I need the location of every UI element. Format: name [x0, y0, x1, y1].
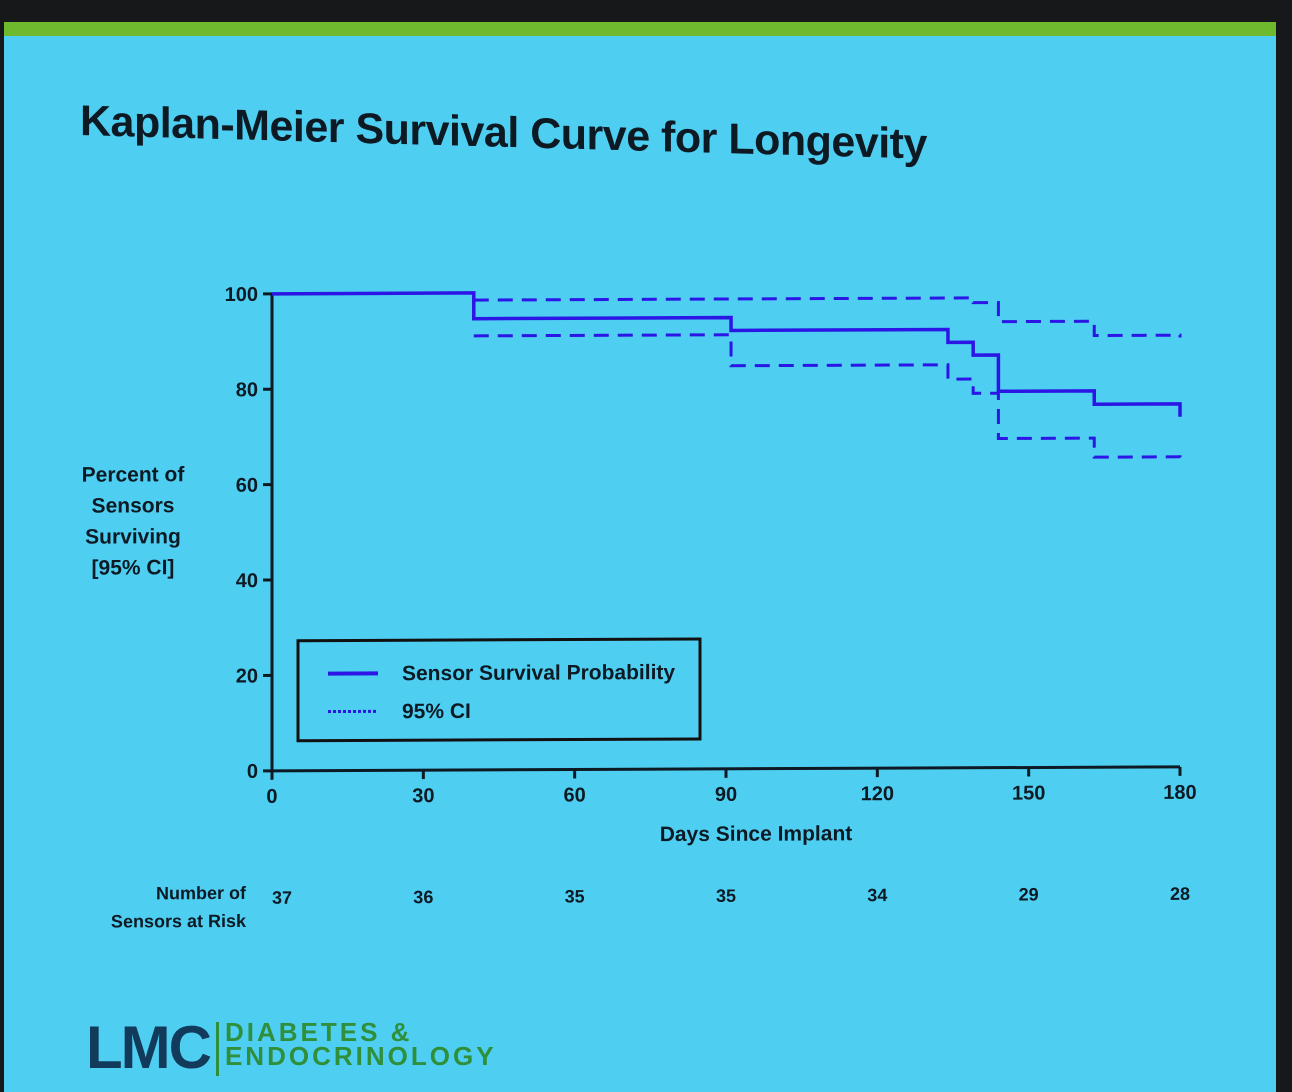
x-tick-label: 120	[861, 783, 894, 805]
x-axis-title: Days Since Implant	[660, 822, 853, 846]
y-axis-title-line: Surviving	[85, 525, 181, 548]
y-tick-label: 100	[225, 284, 258, 306]
ci-band-line	[473, 333, 1182, 460]
logo-mark: LMC	[86, 1014, 212, 1081]
risk-count: 37	[272, 888, 292, 908]
y-tick-label: 60	[236, 475, 258, 497]
y-tick-label: 0	[247, 761, 258, 783]
legend-label-survival: Sensor Survival Probability	[402, 661, 675, 685]
chart-labels: 0 20 40 60 80 100 0 30 60 90 120 150 180 Days Since I…	[82, 284, 1197, 846]
risk-count: 36	[413, 887, 433, 907]
logo-line-1: DIABETES &	[224, 1017, 413, 1047]
y-axis-title-line: Sensors	[92, 494, 175, 517]
logo-text: DIABETES & ENDOCRINOLOGY	[224, 1017, 497, 1071]
risk-table-label-line: Number of	[156, 883, 247, 903]
risk-count: 29	[1019, 884, 1039, 904]
y-axis-title-line: Percent of	[82, 463, 186, 486]
x-tick-label: 90	[715, 784, 737, 806]
risk-table-label-line: Sensors at Risk	[111, 911, 247, 932]
chart-axes	[263, 292, 1182, 780]
x-tick-label: 180	[1163, 782, 1196, 804]
y-tick-label: 80	[236, 379, 258, 401]
y-tick-label: 40	[236, 570, 258, 592]
company-logo: LMC DIABETES & ENDOCRINOLOGY	[86, 1018, 497, 1078]
legend-box	[296, 637, 702, 743]
x-tick-label: 0	[266, 786, 277, 808]
survival-curve	[272, 291, 1182, 417]
y-tick-label: 20	[236, 665, 258, 687]
presentation-slide: Kaplan-Meier Survival Curve for Longevit…	[4, 22, 1276, 1092]
chart-series	[272, 291, 1182, 460]
risk-count: 35	[565, 886, 585, 906]
x-tick-label: 30	[412, 785, 434, 807]
x-tick-label: 60	[564, 784, 586, 806]
ci-band-line	[473, 296, 1182, 338]
logo-line-2: ENDOCRINOLOGY	[224, 1041, 497, 1071]
logo-divider	[215, 1022, 219, 1076]
risk-table: Number of Sensors at Risk 37 36 35 35 34 29 28	[111, 883, 1190, 932]
x-tick-label: 150	[1012, 782, 1045, 804]
chart-perspective-group: 0 20 40 60 80 100 0 30 60 90 120 150 180 Days Since I…	[82, 284, 1197, 932]
risk-count: 28	[1170, 884, 1190, 904]
chart-legend: Sensor Survival Probability 95% CI	[296, 637, 702, 743]
risk-count: 34	[867, 885, 887, 905]
legend-label-ci: 95% CI	[402, 700, 471, 723]
y-axis-title-line: [95% CI]	[92, 556, 175, 579]
slide-accent-bar	[4, 22, 1276, 36]
risk-count: 35	[716, 886, 736, 906]
